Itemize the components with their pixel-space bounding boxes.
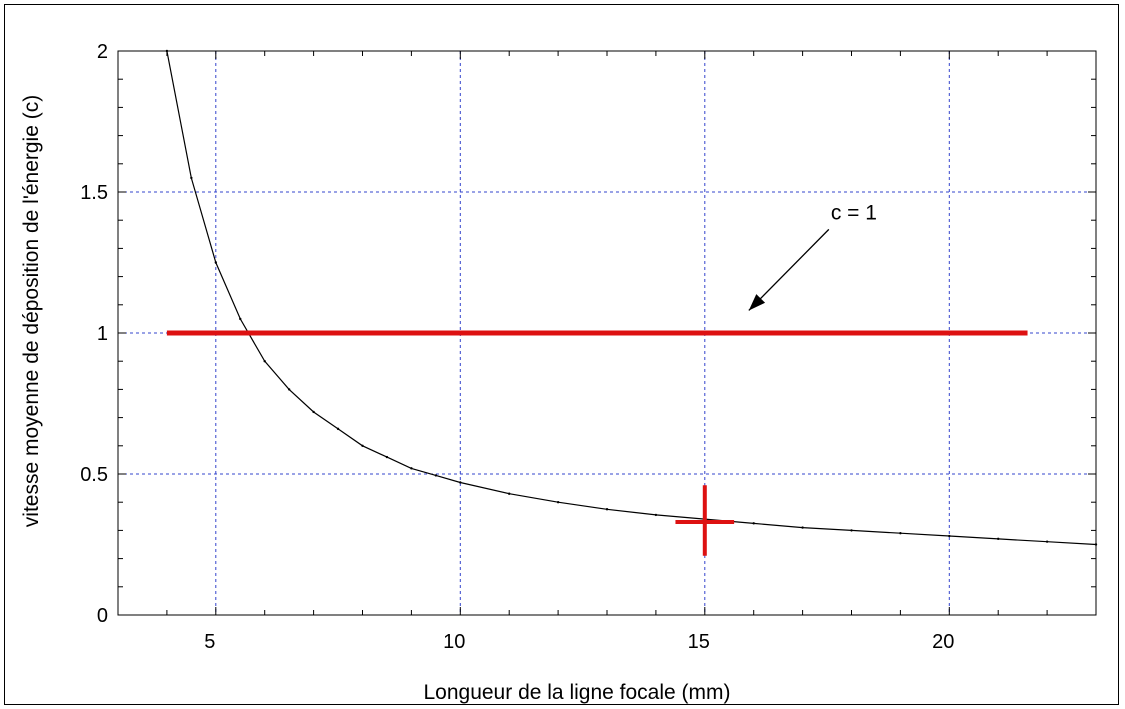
data-point: [312, 410, 315, 414]
annotation-label: c = 1: [831, 201, 877, 224]
data-point: [190, 176, 193, 180]
data-point: [336, 427, 340, 431]
data-point: [385, 455, 389, 459]
x-tick-label: 5: [204, 631, 215, 653]
data-point: [1045, 540, 1049, 543]
y-tick-label: 0: [97, 605, 108, 627]
data-point: [605, 508, 609, 511]
data-point: [459, 481, 462, 484]
data-point: [214, 261, 217, 264]
chart-frame: [4, 4, 1119, 705]
data-point: [239, 317, 242, 321]
x-tick-label: 15: [688, 631, 710, 653]
x-tick-label: 20: [932, 631, 954, 653]
x-tick-labels: 5 10 15 20: [204, 631, 954, 653]
y-tick-label: 2: [97, 41, 108, 63]
data-point: [508, 492, 511, 495]
y-tick-label: 1.5: [80, 182, 108, 204]
annotation-arrow: [748, 228, 830, 311]
series-line: [166, 50, 1097, 546]
series: [165, 49, 1098, 546]
data-point: [752, 522, 755, 525]
x-axis-label: Longueur de la ligne focale (mm): [423, 681, 730, 704]
data-point: [287, 388, 291, 391]
data-point: [1094, 543, 1098, 546]
data-point: [434, 474, 438, 477]
data-point: [948, 534, 951, 538]
data-point: [410, 467, 413, 470]
data-point: [899, 532, 902, 535]
data-point: [263, 360, 266, 363]
data-point: [165, 49, 169, 53]
data-point: [850, 529, 853, 532]
data-point: [361, 444, 364, 447]
y-tick-label: 0.5: [80, 464, 108, 486]
y-tick-labels: 0 0.5 1 1.5 2: [80, 41, 108, 627]
y-tick-label: 1: [97, 323, 108, 345]
data-point: [997, 537, 1000, 541]
data-point: [556, 501, 560, 504]
y-axis-label: vitesse moyenne de déposition de l'énerg…: [20, 95, 43, 527]
axis-ticks: [117, 50, 1097, 616]
data-point: [654, 513, 658, 517]
x-tick-label: 10: [443, 631, 465, 653]
overlays: [166, 228, 1028, 556]
annotation-arrowhead: [748, 294, 766, 311]
data-point: [801, 526, 804, 529]
